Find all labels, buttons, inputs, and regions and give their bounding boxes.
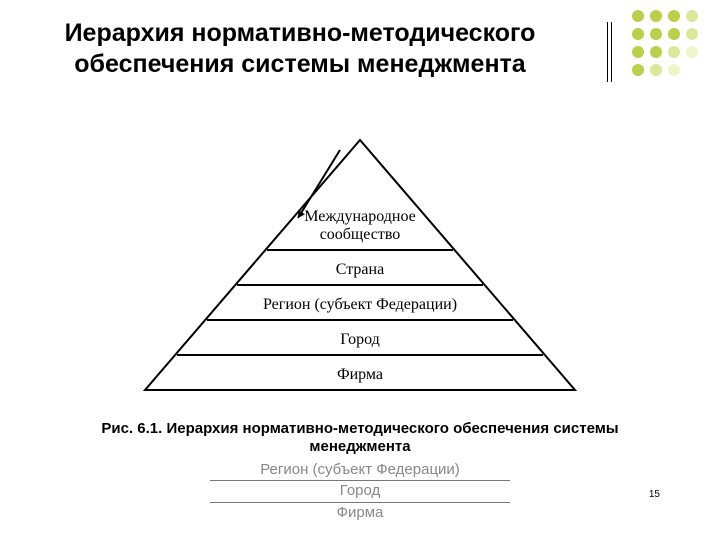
dot-icon bbox=[632, 64, 644, 76]
svg-text:Международное: Международное bbox=[304, 208, 416, 225]
faded-row: Регион (субъект Федерации) bbox=[210, 460, 510, 481]
svg-text:Фирма: Фирма bbox=[337, 366, 383, 383]
faded-row: Фирма bbox=[210, 503, 510, 523]
page-number: 15 bbox=[649, 489, 660, 500]
dot-icon bbox=[668, 46, 680, 58]
svg-text:Регион (субъект Федерации): Регион (субъект Федерации) bbox=[263, 296, 457, 313]
svg-text:Страна: Страна bbox=[336, 261, 384, 278]
dot-icon bbox=[668, 28, 680, 40]
dot-icon bbox=[686, 64, 698, 76]
dot-icon bbox=[632, 46, 644, 58]
dot-icon bbox=[686, 28, 698, 40]
faded-overflow-rows: Регион (субъект Федерации)ГородФирма bbox=[110, 460, 610, 523]
dot-icon bbox=[650, 10, 662, 22]
dot-icon bbox=[668, 64, 680, 76]
figure-caption: Рис. 6.1. Иерархия нормативно-методическ… bbox=[50, 420, 670, 456]
dot-icon bbox=[650, 28, 662, 40]
faded-row: Город bbox=[210, 481, 510, 502]
dot-icon bbox=[632, 10, 644, 22]
slide-title: Иерархия нормативно-методического обеспе… bbox=[30, 18, 570, 81]
decorative-dot-grid bbox=[632, 10, 698, 76]
dot-icon bbox=[632, 28, 644, 40]
dot-icon bbox=[650, 46, 662, 58]
dot-icon bbox=[686, 10, 698, 22]
dot-icon bbox=[668, 10, 680, 22]
title-separator-line bbox=[611, 22, 612, 82]
figure-caption-prefix: Рис. 6.1. bbox=[101, 420, 162, 437]
pyramid-diagram: Международноесообщество Страна Регион (суб… bbox=[120, 120, 600, 420]
dot-icon bbox=[686, 46, 698, 58]
dot-icon bbox=[650, 64, 662, 76]
figure-caption-text: Иерархия нормативно-методического обеспе… bbox=[166, 420, 618, 455]
svg-text:сообщество: сообщество bbox=[320, 226, 401, 243]
svg-text:Город: Город bbox=[340, 331, 380, 348]
title-separator-line bbox=[607, 22, 608, 82]
